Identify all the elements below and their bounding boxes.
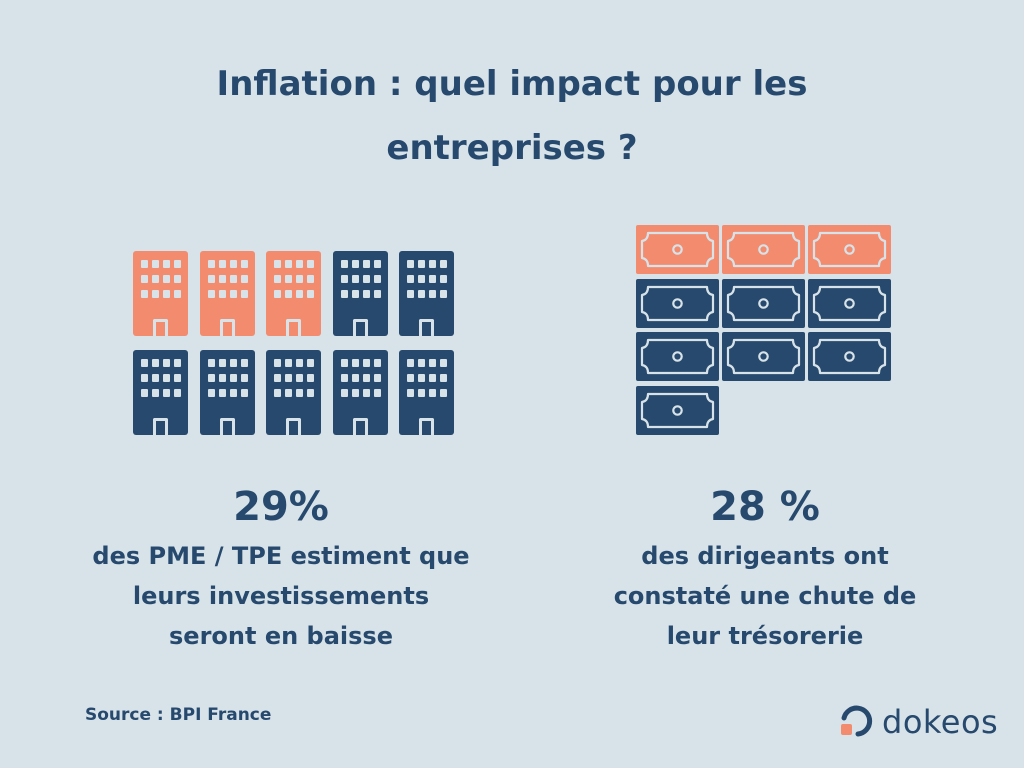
banknote-icon: [808, 278, 891, 328]
source-note: Source : BPI France: [85, 705, 272, 725]
building-icon: [266, 350, 321, 435]
banknote-pictogram-grid: [636, 225, 896, 437]
dokeos-logo[interactable]: dokeos: [838, 700, 998, 744]
building-icon: [332, 350, 388, 435]
banknote-icon: [722, 332, 805, 381]
title-line-1: Inflation : quel impact pour les: [216, 64, 808, 104]
dokeos-logo-icon: [838, 704, 874, 740]
banknote-icon: [636, 332, 719, 381]
building-icon: [399, 251, 454, 336]
building-icon: [133, 350, 188, 435]
building-icon: [199, 350, 255, 435]
stat-investments-description: des PME / TPE estiment que leurs investi…: [80, 536, 482, 656]
stat-investments-line-2: leurs investissements: [132, 582, 430, 610]
building-pictogram-grid: [133, 251, 455, 435]
stat-cash-line-1: des dirigeants ont: [641, 542, 889, 570]
banknote-icon: [808, 225, 891, 274]
page-title: Inflation : quel impact pour les entrepr…: [0, 52, 1024, 180]
banknote-icon: [808, 332, 891, 381]
banknote-icon: [722, 278, 805, 328]
building-icon: [133, 251, 188, 336]
stat-cash-line-3: leur trésorerie: [666, 622, 864, 650]
stat-cash-value: 28 %: [710, 484, 820, 530]
stat-investments-line-3: seront en baisse: [169, 622, 393, 650]
stat-investments-line-1: des PME / TPE estiment que: [92, 542, 470, 570]
building-icon: [266, 251, 321, 336]
building-icon: [399, 350, 454, 435]
banknote-icon: [636, 278, 719, 328]
stat-cash: 28 % des dirigeants ont constaté une chu…: [590, 482, 940, 656]
stat-cash-line-2: constaté une chute de: [613, 582, 917, 610]
banknote-icon: [636, 225, 719, 274]
stat-cash-description: des dirigeants ont constaté une chute de…: [590, 536, 940, 656]
dokeos-logo-text: dokeos: [882, 703, 999, 741]
banknote-icon: [722, 225, 805, 274]
stat-investments: 29% des PME / TPE estiment que leurs inv…: [80, 482, 482, 656]
title-line-2: entreprises ?: [386, 128, 638, 168]
building-icon: [332, 251, 388, 336]
stat-investments-value: 29%: [233, 484, 329, 530]
banknote-icon: [636, 385, 719, 435]
building-icon: [199, 251, 255, 336]
